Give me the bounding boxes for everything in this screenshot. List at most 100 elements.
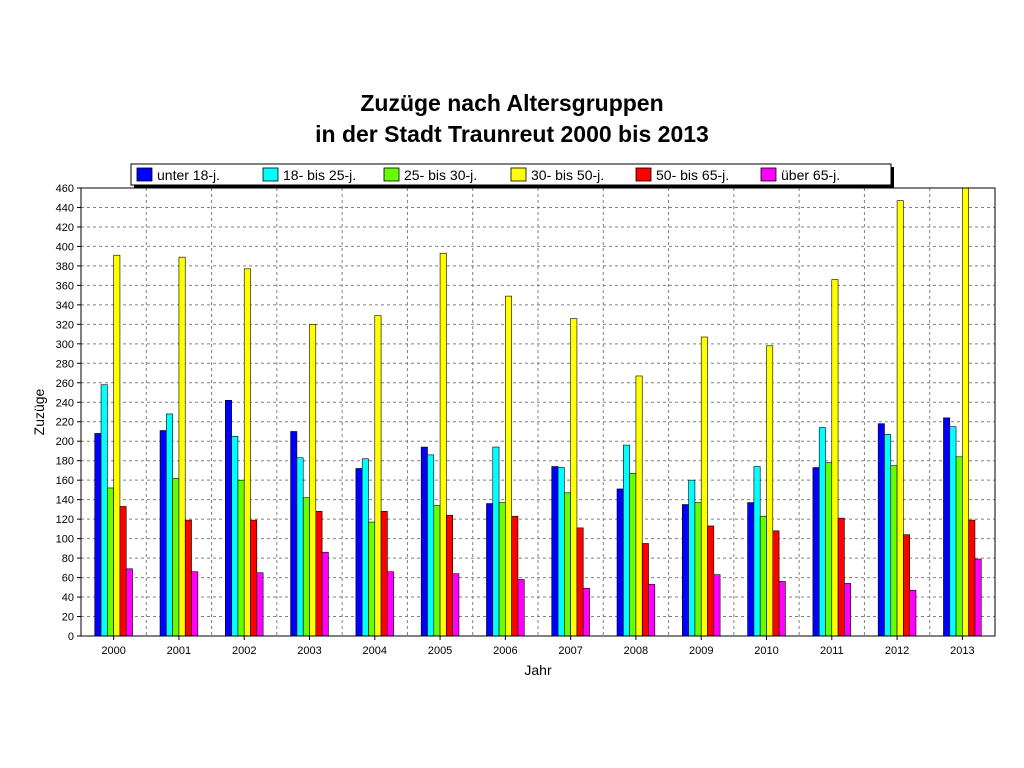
y-tick-label: 340 <box>56 300 74 312</box>
y-tick-label: 80 <box>62 553 74 565</box>
bar-25-bis-30-j--2008 <box>629 473 637 637</box>
bar-18-bis-25-j--2004 <box>361 458 369 637</box>
y-tick-label: 420 <box>56 222 74 234</box>
bar-18-bis-25-j--2009 <box>688 479 696 637</box>
bar-unter-18-j--2001 <box>159 430 167 637</box>
y-tick-label: 40 <box>62 592 74 604</box>
x-tick-label: 2001 <box>167 645 191 657</box>
legend-swatch <box>635 167 652 182</box>
bar-50-bis-65-j--2005 <box>446 514 453 637</box>
chart-title-line-1: Zuzüge nach Altersgruppen <box>360 90 664 116</box>
bar-unter-18-j--2002 <box>225 400 232 637</box>
bar-18-bis-25-j--2002 <box>231 436 239 637</box>
bar-30-bis-50-j--2004 <box>374 315 382 637</box>
legend-label: unter 18-j. <box>157 167 220 183</box>
y-tick-label: 440 <box>56 202 74 214</box>
bar-25-bis-30-j--2012 <box>890 465 898 637</box>
bar-30-bis-50-j--2000 <box>113 254 121 637</box>
y-tick-label: 360 <box>56 280 74 292</box>
y-tick-label: 320 <box>56 319 74 331</box>
bar-unter-18-j--2009 <box>682 504 689 637</box>
y-tick-label: 180 <box>56 456 74 468</box>
y-tick-label: 380 <box>56 261 74 273</box>
bar--ber-65-j--2012 <box>909 589 917 637</box>
bar-30-bis-50-j--2011 <box>831 279 839 637</box>
bar-25-bis-30-j--2009 <box>694 502 702 637</box>
legend-label: 50- bis 65-j. <box>656 167 729 183</box>
y-axis-label: Zuzüge <box>31 388 47 435</box>
x-tick-label: 2010 <box>754 645 778 657</box>
bar-30-bis-50-j--2001 <box>178 256 186 637</box>
bar--ber-65-j--2009 <box>713 574 721 637</box>
bar-18-bis-25-j--2006 <box>492 446 500 637</box>
bar--ber-65-j--2006 <box>517 579 525 637</box>
y-tick-label: 240 <box>56 397 74 409</box>
y-tick-label: 100 <box>56 534 74 546</box>
x-tick-label: 2005 <box>428 645 452 657</box>
bar--ber-65-j--2001 <box>191 571 199 637</box>
bar--ber-65-j--2011 <box>844 583 851 637</box>
y-tick-label: 160 <box>56 475 74 487</box>
bar-25-bis-30-j--2002 <box>237 479 245 637</box>
x-axis-label: Jahr <box>524 662 552 678</box>
bar-25-bis-30-j--2011 <box>825 462 833 637</box>
bar-18-bis-25-j--2001 <box>166 413 173 637</box>
bar-25-bis-30-j--2007 <box>564 492 571 637</box>
bar--ber-65-j--2003 <box>321 551 329 637</box>
bar-18-bis-25-j--2012 <box>884 434 892 637</box>
bar-50-bis-65-j--2013 <box>968 519 976 637</box>
bar-25-bis-30-j--2010 <box>759 515 767 637</box>
legend-label: über 65-j. <box>781 167 840 183</box>
x-tick-label: 2007 <box>558 645 582 657</box>
bar-50-bis-65-j--2002 <box>250 519 258 637</box>
legend-swatch <box>136 167 153 182</box>
bar-25-bis-30-j--2006 <box>498 502 506 637</box>
bar-30-bis-50-j--2007 <box>570 318 578 637</box>
legend-label: 25- bis 30-j. <box>404 167 477 183</box>
y-tick-label: 280 <box>56 358 74 370</box>
bar--ber-65-j--2007 <box>582 587 590 637</box>
bar-25-bis-30-j--2004 <box>368 521 376 637</box>
bar-30-bis-50-j--2002 <box>243 268 251 637</box>
bar-30-bis-50-j--2013 <box>962 187 969 637</box>
bar-25-bis-30-j--2001 <box>172 477 180 637</box>
x-tick-label: 2013 <box>950 645 974 657</box>
legend-swatch <box>760 167 777 182</box>
x-tick-label: 2009 <box>689 645 713 657</box>
bar--ber-65-j--2010 <box>778 581 786 637</box>
bar-50-bis-65-j--2006 <box>511 515 519 637</box>
legend-label: 30- bis 50-j. <box>531 167 604 183</box>
y-tick-label: 460 <box>56 183 74 195</box>
bar-50-bis-65-j--2004 <box>380 511 388 637</box>
bar-unter-18-j--2010 <box>747 502 755 637</box>
bar-unter-18-j--2000 <box>94 433 102 637</box>
bar-unter-18-j--2008 <box>616 488 624 637</box>
y-tick-label: 220 <box>56 417 74 429</box>
bar-unter-18-j--2013 <box>943 417 951 637</box>
bar--ber-65-j--2013 <box>974 558 982 637</box>
bar-18-bis-25-j--2010 <box>753 466 761 637</box>
bar-unter-18-j--2011 <box>812 467 820 637</box>
y-tick-label: 140 <box>56 495 74 507</box>
bar-50-bis-65-j--2009 <box>707 525 715 637</box>
bar-unter-18-j--2005 <box>420 446 428 637</box>
bar-25-bis-30-j--2005 <box>433 505 441 637</box>
bar-18-bis-25-j--2007 <box>557 467 565 637</box>
bar-unter-18-j--2012 <box>877 423 885 637</box>
bar-unter-18-j--2003 <box>290 431 298 637</box>
bar--ber-65-j--2008 <box>648 584 656 637</box>
bar-50-bis-65-j--2011 <box>837 517 845 637</box>
bar--ber-65-j--2000 <box>125 568 133 637</box>
bar-50-bis-65-j--2007 <box>576 527 584 637</box>
x-tick-label: 2012 <box>885 645 909 657</box>
y-tick-label: 20 <box>62 612 74 624</box>
bar-18-bis-25-j--2011 <box>818 427 826 637</box>
y-tick-label: 0 <box>68 631 74 643</box>
bar-unter-18-j--2004 <box>355 468 363 637</box>
bar-18-bis-25-j--2013 <box>949 426 957 637</box>
bar-30-bis-50-j--2010 <box>766 345 774 637</box>
bar-50-bis-65-j--2010 <box>772 530 780 637</box>
x-tick-label: 2008 <box>624 645 648 657</box>
bar-25-bis-30-j--2013 <box>955 456 963 637</box>
